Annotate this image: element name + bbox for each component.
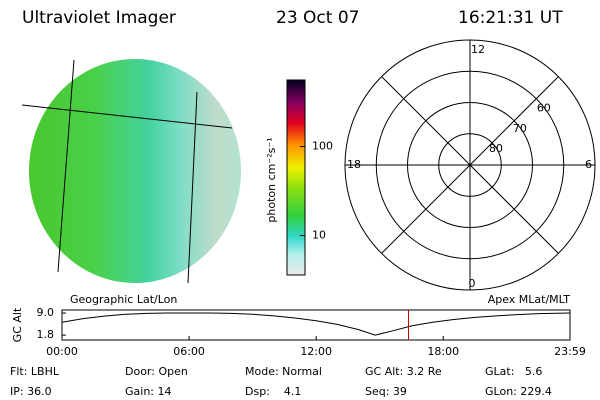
title: Ultraviolet Imager [22,8,176,28]
y-axis-label: GC Alt [11,307,24,342]
info-field: GLon: 229.4 [485,385,552,398]
y-tick-label: 9.0 [37,306,55,319]
colorbar-frame [286,79,306,276]
y-tick-label: 1.8 [37,328,55,341]
colorbar-tick-label: 100 [312,140,333,153]
mlt-label: 18 [347,158,361,171]
lat-label: 80 [489,142,503,155]
lat-label: 70 [513,122,527,135]
coord-label: Geographic Lat/Lon [70,293,177,306]
uv-image [29,59,241,283]
mlt-label: 0 [469,277,476,290]
colorbar-tick-label: 10 [312,229,326,242]
colorbar-label: photon cm⁻²s⁻¹ [265,137,278,222]
info-field: Door: Open [125,365,188,378]
info-field: Flt: LBHL [10,365,60,378]
info-field: GLat: 5.6 [485,365,542,378]
info-field: Gain: 14 [125,385,172,398]
geo-grid [21,59,233,284]
info-field: Dsp: 4.1 [245,385,301,398]
x-tick-label: 06:00 [173,345,205,358]
x-tick-label: 23:59 [554,345,586,358]
date: 23 Oct 07 [276,8,359,28]
coord-label: Apex MLat/MLT [488,293,571,306]
info-field: Mode: Normal [245,365,322,378]
mlt-label: 6 [585,158,592,171]
colorbar [287,80,305,275]
mlt-label: 12 [471,43,485,56]
polar-outer [344,39,596,291]
time-plot-frame [61,309,571,341]
x-tick-label: 00:00 [46,345,78,358]
info-field: IP: 36.0 [10,385,52,398]
lat-ring [438,133,502,197]
lat-ring [407,102,533,228]
info-field: GC Alt: 3.2 Re [365,365,442,378]
x-tick-label: 18:00 [427,345,459,358]
lat-ring [375,70,565,260]
altitude-line [61,312,571,336]
info-field: Seq: 39 [365,385,407,398]
lat-label: 60 [537,102,551,115]
time: 16:21:31 UT [458,8,563,28]
x-tick-label: 12:00 [300,345,332,358]
polar-grid [345,40,595,290]
